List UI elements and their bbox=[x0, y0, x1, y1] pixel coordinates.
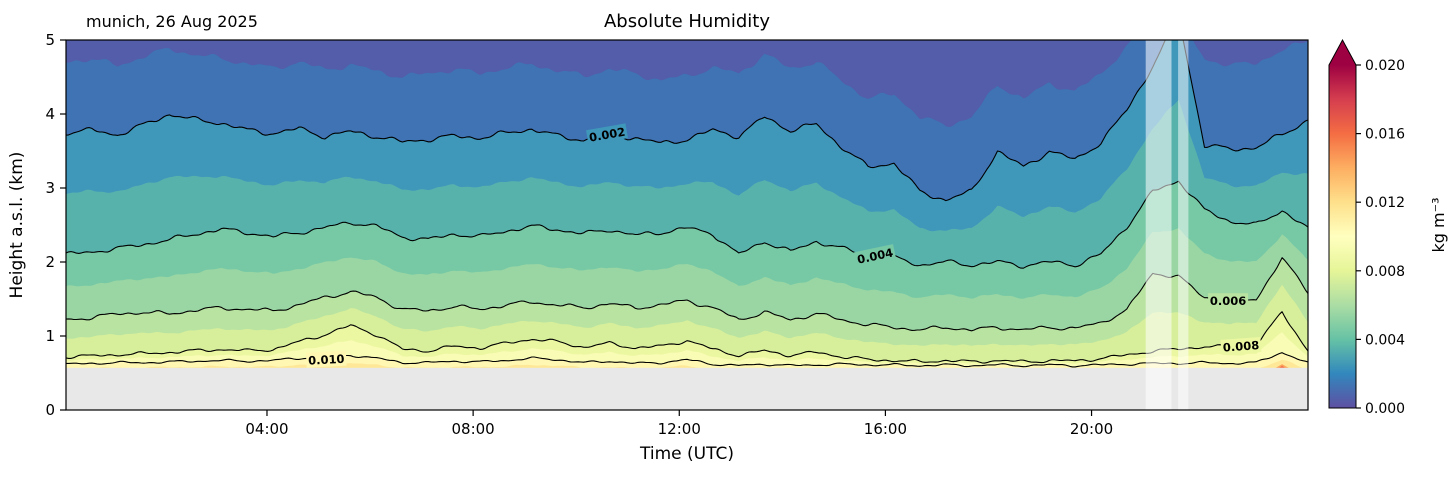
x-tick-label: 08:00 bbox=[452, 420, 495, 438]
station-date-annotation: munich, 26 Aug 2025 bbox=[86, 12, 258, 31]
colorbar-unit-label: kg m⁻³ bbox=[1429, 198, 1448, 253]
colorbar-gradient bbox=[1329, 65, 1356, 408]
contour-label-text: 0.010 bbox=[308, 352, 345, 368]
contour-line-0.006 bbox=[66, 257, 1308, 332]
x-tick-label: 04:00 bbox=[245, 420, 288, 438]
colorbar-tick-label: 0.012 bbox=[1365, 195, 1405, 211]
colorbar-tick-label: 0.016 bbox=[1365, 127, 1405, 143]
missing-data-band bbox=[1178, 40, 1189, 410]
y-tick-label: 4 bbox=[45, 105, 55, 123]
x-tick-label: 16:00 bbox=[864, 420, 907, 438]
contour-label-text: 0.008 bbox=[1222, 338, 1259, 355]
y-axis-label: Height a.s.l. (km) bbox=[7, 152, 27, 299]
colorbar-tick-label: 0.004 bbox=[1365, 332, 1405, 348]
y-tick-label: 2 bbox=[45, 253, 55, 271]
plot-border bbox=[65, 39, 1309, 411]
contour-line-0.008 bbox=[66, 311, 1308, 364]
y-tick-label: 1 bbox=[45, 327, 55, 345]
contour-label-0.006: 0.006 bbox=[1208, 293, 1249, 309]
colorbar-tick-label: 0.008 bbox=[1365, 264, 1405, 280]
x-axis-label: Time (UTC) bbox=[639, 444, 734, 464]
colorbar: 0.000 0.004 0.008 0.012 0.016 0.020 bbox=[1328, 38, 1405, 417]
axes-layer: 04:00 08:00 12:00 16:00 20:000123450.0000.00… bbox=[45, 31, 1405, 438]
contour-label-0.010: 0.010 bbox=[305, 350, 347, 368]
contour-label-bg bbox=[586, 123, 629, 146]
contour-label-bg bbox=[1220, 337, 1262, 355]
contour-label-0.002: 0.002 bbox=[586, 123, 629, 146]
y-tick-label: 0 bbox=[45, 401, 55, 419]
contour-line-0.010 bbox=[66, 352, 1308, 368]
colorbar-tick-label: 0.000 bbox=[1365, 401, 1405, 417]
contour-label-bg bbox=[853, 244, 897, 268]
x-tick-label: 20:00 bbox=[1070, 420, 1113, 438]
chart-title: Absolute Humidity bbox=[604, 11, 770, 32]
colorbar-outline bbox=[1328, 38, 1357, 409]
contour-label-text: 0.006 bbox=[1210, 294, 1246, 308]
ground-mask bbox=[66, 367, 1308, 410]
colorbar-extend-arrow bbox=[1329, 40, 1356, 65]
contour-label-bg bbox=[305, 350, 347, 368]
colorbar-tick-label: 0.020 bbox=[1365, 58, 1405, 74]
y-tick-label: 5 bbox=[45, 31, 55, 49]
contour-line-0.004 bbox=[66, 180, 1308, 269]
contour-label-0.008: 0.008 bbox=[1220, 337, 1262, 355]
contour-line-0.002 bbox=[66, 40, 1308, 202]
y-tick-label: 3 bbox=[45, 179, 55, 197]
contour-label-bg bbox=[1208, 293, 1249, 309]
contour-label-text: 0.002 bbox=[588, 125, 626, 145]
missing-data-band bbox=[1145, 40, 1172, 410]
x-tick-label: 12:00 bbox=[658, 420, 701, 438]
